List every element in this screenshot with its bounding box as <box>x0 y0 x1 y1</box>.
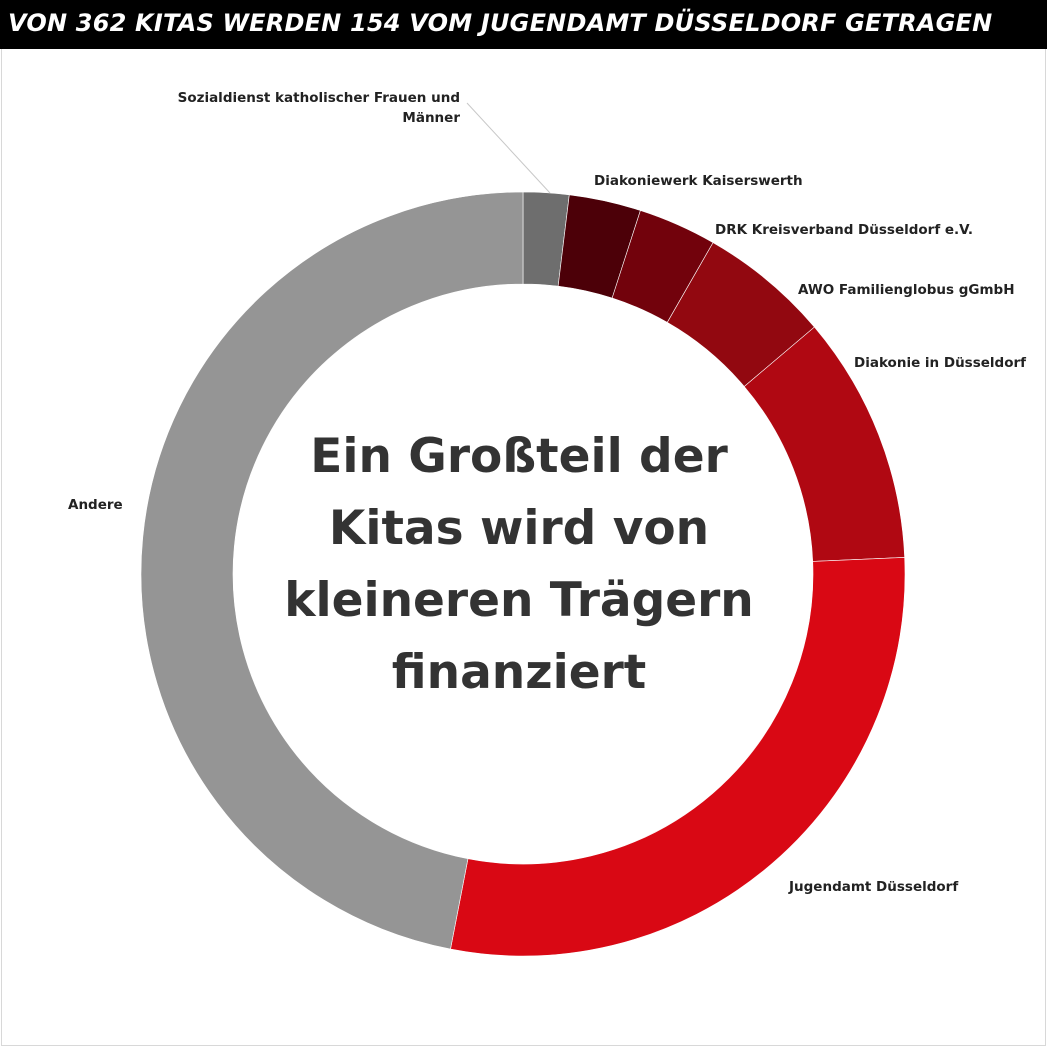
center-text: Ein Großteil der Kitas wird von kleinere… <box>284 429 754 700</box>
center-text-line-2: Kitas wird von <box>329 501 709 556</box>
slice-label-6: Andere <box>68 497 123 513</box>
chart-frame <box>1 49 1046 1046</box>
center-text-line-1: Ein Großteil der <box>310 429 728 484</box>
chart-title: VON 362 KITAS WERDEN 154 VOM JUGENDAMT D… <box>8 9 993 37</box>
title-bar: VON 362 KITAS WERDEN 154 VOM JUGENDAMT D… <box>0 0 1047 49</box>
donut-slices <box>140 191 906 957</box>
center-text-line-4: finanziert <box>392 645 646 700</box>
slice-label-5: Jugendamt Düsseldorf <box>788 879 958 895</box>
slice-label-1: Diakoniewerk Kaiserswerth <box>594 173 803 189</box>
slice-labels: Sozialdienst katholischer Frauen und Männ… <box>68 90 1026 895</box>
donut-slice-6 <box>140 191 524 950</box>
donut-slice-5 <box>450 557 906 957</box>
slice-label-3: AWO Familienglobus gGmbH <box>798 282 1015 298</box>
leader-line <box>466 102 551 194</box>
center-text-line-3: kleineren Trägern <box>284 573 754 628</box>
slice-label-0: Sozialdienst katholischer Frauen und Männ… <box>178 90 461 126</box>
slice-label-2: DRK Kreisverband Düsseldorf e.V. <box>715 222 973 238</box>
slice-label-4: Diakonie in Düsseldorf <box>854 355 1026 371</box>
